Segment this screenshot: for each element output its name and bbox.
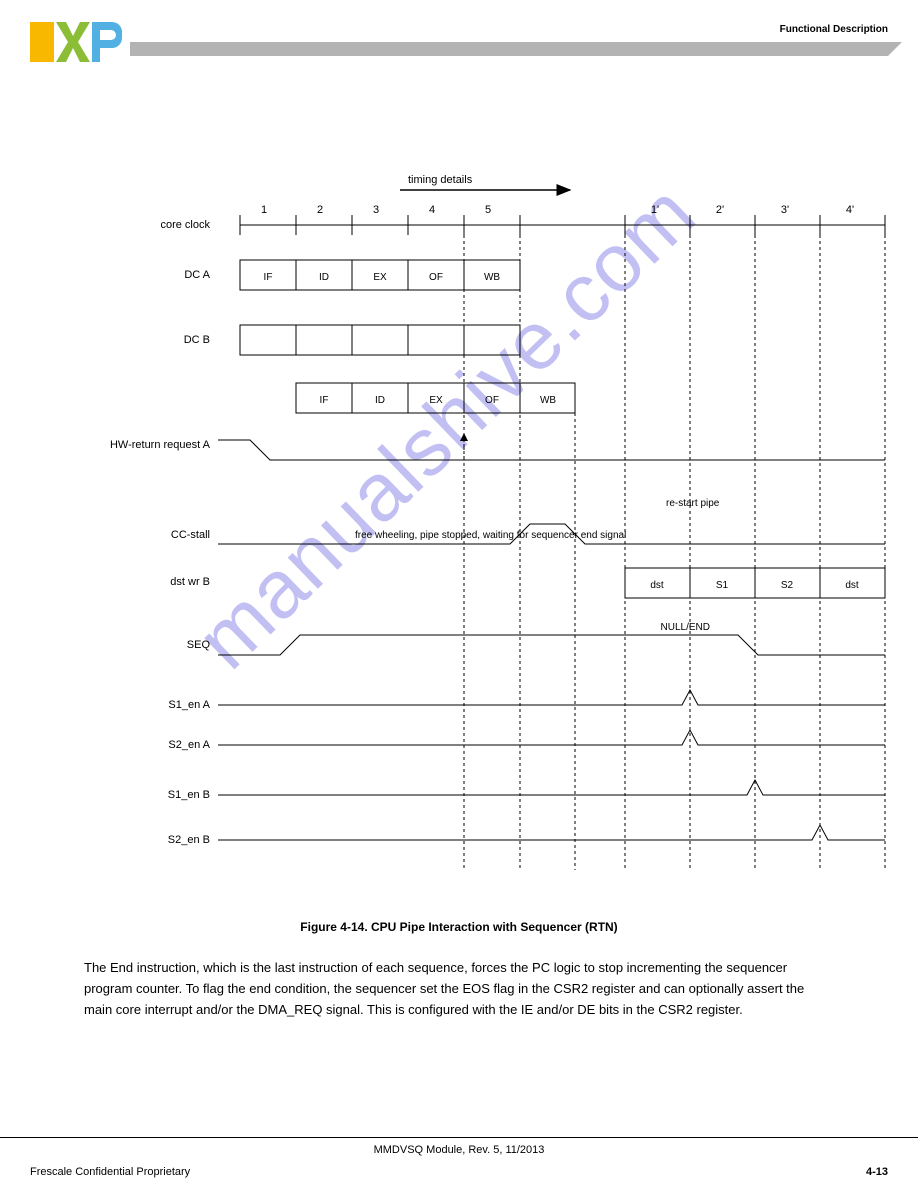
header-gray-bar: [130, 42, 888, 56]
label-s2-en-b: S2_en B: [100, 833, 210, 847]
svg-text:4': 4': [846, 204, 854, 216]
label-s1-en-a: S1_en A: [100, 698, 210, 712]
svg-text:free wheeling, pipe stopped, w: free wheeling, pipe stopped, waiting for…: [355, 530, 626, 541]
label-dec-a: DC A: [100, 268, 210, 282]
svg-text:IF: IF: [264, 272, 273, 283]
svg-text:re-start pipe: re-start pipe: [666, 498, 720, 509]
timing-diagram: timing details 1 2 3 4 5 1' 2' 3' 4': [80, 150, 890, 900]
label-hw-ret: HW-return request A: [70, 438, 210, 452]
timing-arrow-label: timing details: [408, 174, 473, 186]
label-s1-en-b: S1_en B: [100, 788, 210, 802]
dec-b-stages: [240, 325, 520, 355]
svg-text:EX: EX: [429, 395, 443, 406]
svg-text:IF: IF: [320, 395, 329, 406]
svg-text:dst: dst: [650, 580, 664, 591]
label-core-clock: core clock: [100, 218, 210, 232]
svg-text:3: 3: [373, 204, 379, 216]
svg-text:1: 1: [261, 204, 267, 216]
svg-text:4: 4: [429, 204, 435, 216]
svg-text:ID: ID: [375, 395, 385, 406]
svg-text:2': 2': [716, 204, 724, 216]
svg-text:ID: ID: [319, 272, 329, 283]
svg-text:NULL/END: NULL/END: [661, 622, 710, 633]
svg-text:WB: WB: [540, 395, 556, 406]
svg-text:2: 2: [317, 204, 323, 216]
label-seq: SEQ: [100, 638, 210, 652]
svg-text:OF: OF: [485, 395, 499, 406]
dec-b-stages-shifted: IF ID EX OF WB: [296, 383, 575, 413]
label-s2-en-a: S2_en A: [100, 738, 210, 752]
svg-text:1': 1': [651, 204, 659, 216]
footer-left: Frescale Confidential Proprietary: [30, 1166, 190, 1178]
label-cc-stall: CC-stall: [100, 528, 210, 542]
svg-text:5: 5: [485, 204, 491, 216]
footer-page-number: 4-13: [866, 1166, 888, 1178]
page-footer: MMDVSQ Module, Rev. 5, 11/2013 Frescale …: [0, 1137, 918, 1156]
svg-text:WB: WB: [484, 272, 500, 283]
body-paragraph: The End instruction, which is the last i…: [84, 958, 834, 1020]
dst-wr-b: dst S1 S2 dst: [625, 568, 885, 598]
label-dec-b: DC B: [100, 333, 210, 347]
header-section-title: Functional Description: [780, 24, 888, 35]
figure-caption: Figure 4-14. CPU Pipe Interaction with S…: [0, 920, 918, 934]
nxp-logo: [30, 22, 122, 67]
svg-text:EX: EX: [373, 272, 387, 283]
svg-text:S2: S2: [781, 580, 794, 591]
dec-a-stages: IF ID EX OF WB: [240, 260, 520, 290]
svg-text:dst: dst: [845, 580, 859, 591]
footer-center: MMDVSQ Module, Rev. 5, 11/2013: [0, 1144, 918, 1156]
svg-text:S1: S1: [716, 580, 729, 591]
label-dst-wr: dst wr B: [100, 575, 210, 589]
svg-text:3': 3': [781, 204, 789, 216]
svg-text:OF: OF: [429, 272, 443, 283]
